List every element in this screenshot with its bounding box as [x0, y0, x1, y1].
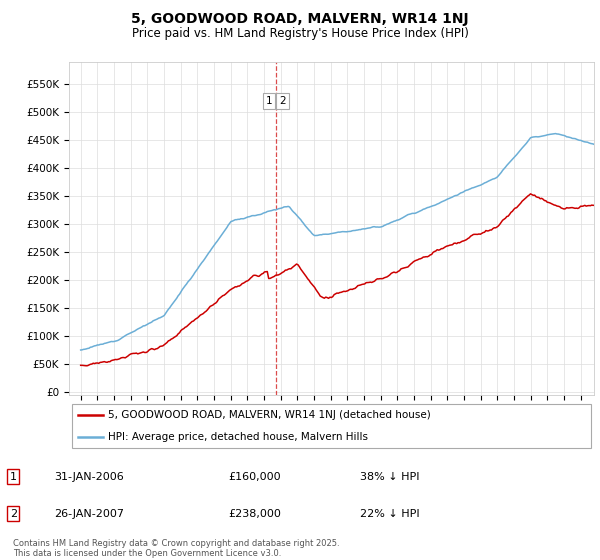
Text: 38% ↓ HPI: 38% ↓ HPI	[360, 472, 419, 482]
Text: £160,000: £160,000	[228, 472, 281, 482]
Text: 31-JAN-2006: 31-JAN-2006	[54, 472, 124, 482]
FancyBboxPatch shape	[71, 404, 592, 449]
Text: HPI: Average price, detached house, Malvern Hills: HPI: Average price, detached house, Malv…	[109, 432, 368, 442]
Text: Price paid vs. HM Land Registry's House Price Index (HPI): Price paid vs. HM Land Registry's House …	[131, 27, 469, 40]
Text: 5, GOODWOOD ROAD, MALVERN, WR14 1NJ (detached house): 5, GOODWOOD ROAD, MALVERN, WR14 1NJ (det…	[109, 410, 431, 420]
Text: 5, GOODWOOD ROAD, MALVERN, WR14 1NJ: 5, GOODWOOD ROAD, MALVERN, WR14 1NJ	[131, 12, 469, 26]
Text: 26-JAN-2007: 26-JAN-2007	[54, 509, 124, 519]
Text: 2: 2	[10, 509, 17, 519]
Text: 2: 2	[279, 96, 286, 106]
Text: Contains HM Land Registry data © Crown copyright and database right 2025.
This d: Contains HM Land Registry data © Crown c…	[13, 539, 340, 558]
Text: £238,000: £238,000	[228, 509, 281, 519]
Text: 22% ↓ HPI: 22% ↓ HPI	[360, 509, 419, 519]
Text: 1: 1	[266, 96, 272, 106]
Text: 1: 1	[10, 472, 17, 482]
